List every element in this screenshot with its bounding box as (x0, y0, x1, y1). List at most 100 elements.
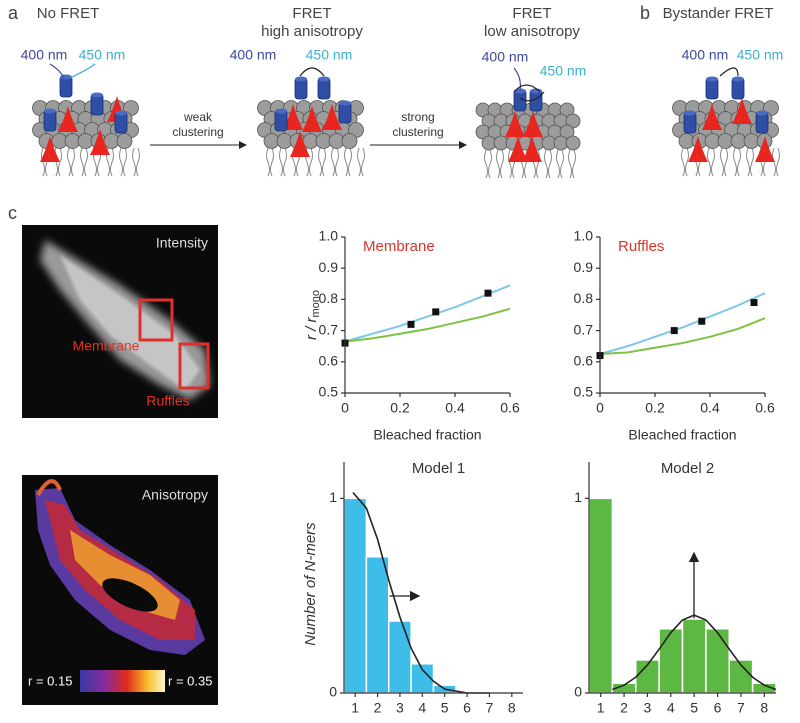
x-tick-label: 8 (508, 700, 516, 716)
lipid-tail (344, 147, 348, 177)
acceptor-label: 450 nm (737, 47, 784, 63)
lipid-tail (508, 149, 512, 179)
x-tick-label: 1 (351, 700, 359, 716)
lipid-tail (556, 149, 560, 179)
lipid-tail (71, 147, 75, 177)
emission-arc (49, 63, 65, 79)
lipid-tail (548, 149, 552, 179)
lipid-tail (80, 147, 84, 177)
lipid-tail (84, 147, 88, 177)
protein-anchor (283, 104, 303, 130)
model-line (344, 284, 511, 343)
y-tick-label: 1 (329, 489, 337, 505)
y-tick-label: 1 (574, 489, 582, 505)
emission-arc (513, 67, 521, 91)
x-axis-label: Bleached fraction (628, 427, 736, 443)
step-label: clustering (172, 125, 223, 139)
lipid-tail (720, 147, 724, 177)
lipid-tail (544, 149, 548, 179)
lipid-head (341, 133, 358, 149)
x-tick-label: 4 (667, 700, 675, 716)
state-title: No FRET (37, 5, 100, 22)
x-tick-label: 7 (486, 700, 494, 716)
state-title: high anisotropy (261, 23, 363, 40)
y-tick-label: 0.6 (574, 353, 594, 369)
lipid-tail (711, 147, 715, 177)
protein-anchor (522, 136, 542, 162)
y-tick-label: 1.0 (319, 228, 339, 244)
lipid-tail (361, 147, 365, 177)
chart-title: Ruffles (618, 238, 664, 255)
lipid-tail (707, 147, 711, 177)
y-axis-label-main: Number of N-mers (302, 522, 319, 646)
lipid-tail (136, 147, 140, 177)
membrane-illustration (32, 74, 140, 177)
axis-line (599, 237, 765, 394)
x-tick-label: 5 (441, 700, 449, 716)
lipid-tail (500, 149, 504, 179)
protein-anchor (322, 104, 342, 130)
region-label: Membrane (73, 338, 140, 354)
y-axis-label: Number of N-mers (302, 522, 319, 646)
bar (658, 628, 684, 694)
lipid-tail (733, 147, 737, 177)
protein-anchor (302, 106, 322, 132)
y-tick-label: 0.6 (319, 353, 339, 369)
data-point (407, 320, 415, 328)
x-tick-label: 6 (463, 700, 471, 716)
y-tick-label: 0 (329, 684, 337, 700)
x-tick-label: 3 (644, 700, 652, 716)
model-line (599, 317, 766, 355)
lipid-tail (685, 147, 689, 177)
fluorophore-top (44, 108, 56, 114)
scale-label: r = 0.35 (168, 673, 212, 688)
lipid-tail (496, 149, 500, 179)
protein-anchor (290, 131, 310, 157)
lipid-tail (318, 147, 322, 177)
donor-label: 400 nm (21, 47, 68, 63)
donor-label: 400 nm (682, 47, 729, 63)
lipid-tail (572, 149, 576, 179)
data-point (750, 299, 758, 307)
protein-anchor (58, 106, 78, 132)
panel-label: a (8, 3, 19, 23)
y-tick-label: 0.7 (574, 321, 594, 337)
protein-anchor (508, 136, 528, 162)
y-tick-label: 0.5 (319, 384, 339, 400)
x-tick-label: 0.6 (500, 400, 520, 416)
emission-arc (519, 91, 545, 102)
bar (588, 497, 614, 694)
lipid-tail (348, 147, 352, 177)
fluorophore-top (530, 88, 542, 94)
state-title: low anisotropy (484, 23, 580, 40)
emission-arc (513, 84, 541, 93)
step-label: strong (401, 110, 434, 124)
lipid-tail (737, 147, 741, 177)
x-axis-label: Bleached fraction (373, 427, 481, 443)
data-point (698, 317, 706, 325)
lipid-tail (724, 147, 728, 177)
bar (388, 620, 412, 694)
protein-anchor (505, 111, 525, 137)
fluorophore-top (295, 76, 307, 82)
x-tick-label: 0 (341, 400, 349, 416)
protein-anchor (90, 129, 110, 155)
x-tick-label: 0.6 (755, 400, 775, 416)
lipid-tail (750, 147, 754, 177)
lipid-tail (123, 147, 127, 177)
data-point (670, 327, 678, 335)
acceptor-label: 450 nm (79, 47, 126, 63)
state-title: FRET (512, 5, 551, 22)
x-tick-label: 0.4 (445, 400, 465, 416)
state-title: Bystander FRET (663, 5, 774, 22)
lipid-tail (357, 147, 361, 177)
acceptor-label: 450 nm (306, 47, 353, 63)
fluorophore-top (318, 76, 330, 82)
protein-anchor (688, 136, 708, 162)
donor-label: 400 nm (230, 47, 277, 63)
membrane-illustration (672, 76, 780, 177)
lipid-tail (110, 147, 114, 177)
acceptor-label: 450 nm (540, 63, 587, 79)
x-tick-label: 2 (620, 700, 628, 716)
